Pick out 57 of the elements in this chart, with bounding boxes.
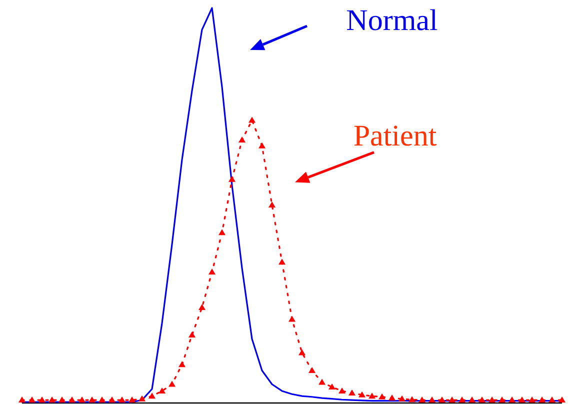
point	[548, 396, 556, 403]
point	[268, 202, 276, 208]
legend-label: Normal	[346, 4, 438, 37]
point	[178, 361, 186, 368]
point	[348, 389, 356, 396]
point	[68, 396, 76, 403]
point	[108, 396, 116, 403]
point	[368, 392, 376, 399]
point	[258, 142, 266, 148]
text: Patient	[353, 119, 438, 152]
point	[378, 393, 386, 400]
point	[518, 396, 526, 403]
point	[448, 396, 456, 403]
point	[208, 268, 216, 274]
point	[528, 396, 536, 403]
point	[428, 396, 436, 403]
point	[58, 396, 66, 403]
point	[408, 396, 416, 402]
point	[298, 349, 306, 356]
point	[338, 387, 346, 394]
point	[488, 396, 496, 403]
point	[218, 229, 226, 236]
point	[388, 394, 396, 401]
point	[278, 258, 286, 265]
point	[38, 396, 46, 403]
point	[248, 116, 256, 123]
point	[358, 391, 366, 398]
point	[28, 396, 36, 403]
point	[168, 380, 176, 387]
point	[498, 396, 506, 403]
point	[398, 395, 406, 402]
point	[98, 396, 106, 403]
point	[508, 396, 516, 403]
point	[158, 387, 166, 394]
point	[438, 396, 446, 403]
point	[308, 366, 316, 373]
point	[118, 396, 126, 403]
point	[188, 332, 196, 338]
point	[128, 396, 136, 403]
point	[228, 176, 236, 182]
point	[238, 136, 246, 142]
point	[538, 396, 546, 403]
point	[18, 396, 26, 403]
point	[558, 396, 566, 403]
point	[318, 378, 326, 385]
point	[198, 304, 206, 310]
point	[138, 395, 146, 402]
point	[88, 396, 96, 403]
point	[478, 396, 486, 403]
point	[288, 316, 296, 322]
point	[458, 396, 466, 403]
point	[148, 392, 156, 399]
point	[468, 396, 476, 403]
point	[78, 396, 86, 403]
point	[418, 396, 426, 403]
point	[328, 384, 336, 390]
point	[48, 396, 56, 403]
